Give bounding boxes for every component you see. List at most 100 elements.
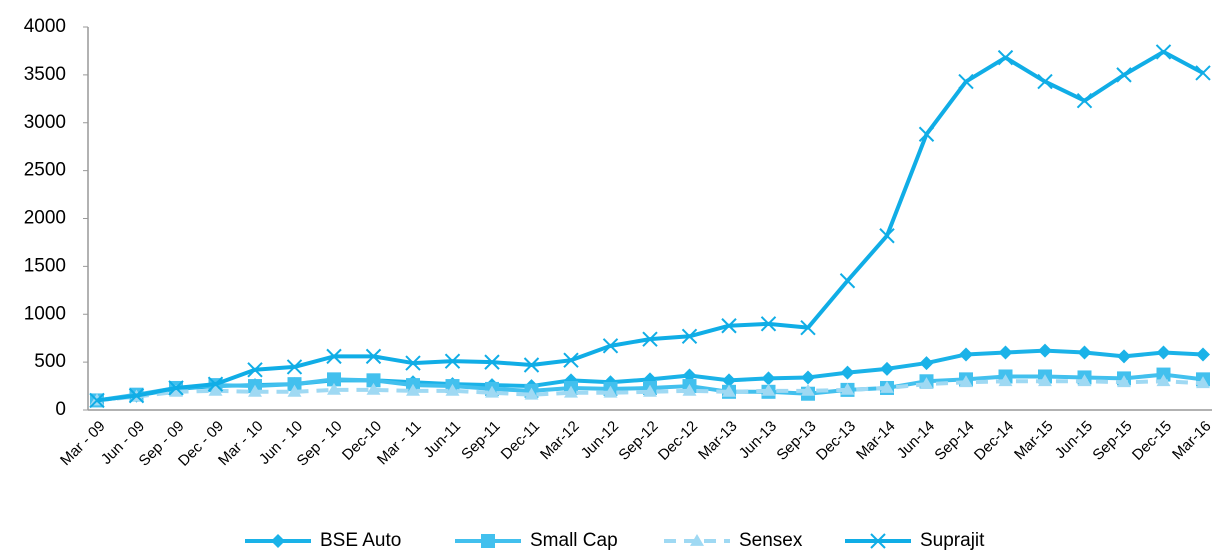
data-point [327, 382, 341, 395]
data-point [523, 357, 540, 373]
data-point [722, 384, 736, 397]
data-point [207, 376, 224, 392]
data-point [602, 338, 619, 354]
data-point [1155, 44, 1172, 60]
data-point [564, 385, 578, 398]
x-tick-label: Mar - 11 [374, 418, 425, 469]
data-point [1196, 347, 1210, 362]
x-tick-label: Dec-11 [498, 418, 543, 463]
data-point [959, 375, 973, 388]
y-tick-label: 0 [55, 399, 66, 420]
x-tick-label: Mar - 09 [57, 418, 109, 470]
x-tick-label: Sep-13 [773, 418, 819, 464]
data-point [761, 383, 776, 396]
data-point [168, 380, 184, 396]
data-point [880, 361, 894, 376]
data-point [919, 356, 934, 371]
data-point [286, 359, 303, 375]
legend-marker [690, 534, 704, 546]
x-tick-label: Dec-12 [655, 418, 701, 464]
x-tick-label: Sep-12 [615, 418, 661, 464]
data-point [801, 383, 815, 396]
y-tick-label: 2000 [24, 208, 66, 229]
data-point [800, 319, 816, 336]
data-point [760, 316, 777, 332]
data-point [89, 392, 105, 409]
x-tick-label: Mar-15 [1011, 418, 1057, 464]
data-point [642, 331, 658, 347]
data-point [1117, 375, 1131, 388]
legend-marker [481, 534, 495, 548]
legend-label: Small Cap [530, 530, 618, 551]
data-point [208, 383, 223, 396]
x-tick-label: Sep-14 [931, 418, 977, 464]
y-tick-label: 3500 [24, 64, 66, 85]
data-point [445, 383, 460, 396]
y-tick-label: 500 [34, 351, 66, 372]
x-tick-label: Dec-15 [1129, 418, 1175, 464]
data-point [721, 318, 737, 334]
data-point [1037, 73, 1053, 90]
data-point [840, 365, 855, 380]
data-point [1195, 65, 1211, 81]
data-point [879, 228, 895, 244]
x-tick-label: Mar-14 [853, 418, 899, 464]
y-tick-label: 3000 [24, 112, 66, 133]
data-point [444, 353, 461, 369]
x-tick-label: Dec-14 [971, 418, 1017, 464]
x-tick-label: Jun-13 [736, 418, 780, 462]
data-point [959, 347, 973, 362]
x-tick-label: Jun-15 [1052, 418, 1096, 462]
data-point [366, 373, 381, 388]
legend-marker [271, 534, 285, 548]
data-point [406, 383, 420, 396]
x-tick-label: Mar-13 [695, 418, 741, 464]
series-line [96, 49, 1204, 403]
data-point [682, 383, 697, 396]
data-point [880, 380, 894, 393]
series-line [96, 379, 1204, 403]
y-tick-label: 1500 [24, 255, 66, 276]
data-point [128, 387, 145, 404]
data-point [1116, 67, 1132, 83]
data-point [998, 345, 1013, 360]
legend-marker [870, 533, 886, 549]
data-point [247, 362, 263, 378]
data-point [682, 368, 697, 383]
data-point [485, 385, 499, 398]
data-point [840, 382, 855, 395]
data-point [1117, 349, 1131, 364]
data-point [1077, 374, 1092, 387]
data-point [524, 387, 539, 400]
x-tick-label: Mar-16 [1169, 418, 1214, 464]
data-point [839, 273, 856, 289]
data-point [326, 348, 342, 365]
data-point [365, 348, 382, 365]
data-point [919, 377, 934, 390]
data-point [603, 385, 618, 398]
data-point [1038, 343, 1052, 358]
x-tick-label: Jun-12 [578, 418, 622, 462]
x-tick-label: Sep-11 [458, 418, 503, 463]
data-point [1038, 374, 1052, 387]
data-point [405, 355, 421, 371]
x-tick-label: Mar-12 [537, 418, 583, 464]
data-point [681, 328, 698, 344]
data-point [1076, 93, 1093, 109]
y-tick-label: 4000 [24, 16, 66, 37]
data-point [1156, 374, 1171, 387]
data-point [484, 354, 500, 370]
y-tick-label: 1000 [24, 303, 66, 324]
data-point [998, 374, 1013, 387]
data-point [801, 370, 815, 385]
x-tick-label: Sep-15 [1089, 418, 1135, 464]
data-point [563, 352, 579, 368]
legend-label: Sensex [739, 530, 803, 551]
data-point [287, 384, 302, 397]
data-point [918, 126, 935, 142]
data-point [722, 373, 736, 388]
data-point [366, 382, 381, 395]
data-point [287, 377, 302, 392]
